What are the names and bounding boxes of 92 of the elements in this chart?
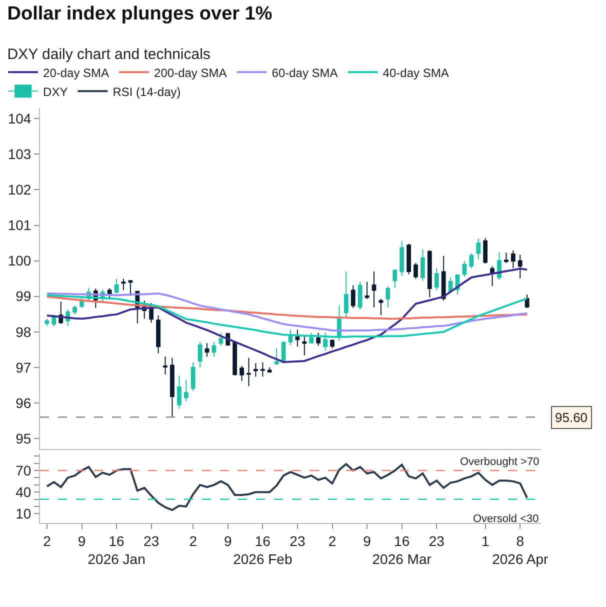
y-tick-label: 96 xyxy=(16,394,32,411)
candlestick xyxy=(260,362,265,378)
ref-line-label: Overbought >70 xyxy=(460,456,540,468)
candlestick xyxy=(240,365,244,382)
x-tick-label: 1 xyxy=(481,532,490,549)
candlestick xyxy=(72,305,77,315)
candlestick xyxy=(364,281,370,300)
candlestick xyxy=(163,356,168,376)
candlestick xyxy=(156,315,160,354)
candlestick xyxy=(434,268,439,291)
y-tick-label: 104 xyxy=(8,110,32,127)
x-tick-label: 8 2026 Apr xyxy=(492,532,548,567)
y-tick-label: 101 xyxy=(8,217,32,234)
candlestick xyxy=(44,318,50,326)
candlestick xyxy=(330,338,334,349)
candlestick xyxy=(441,255,446,302)
y-tick-label: 40 xyxy=(16,484,32,500)
candlestick xyxy=(190,362,196,392)
y-tick-label: 97 xyxy=(16,359,32,376)
candlestick xyxy=(295,329,300,347)
y-tick-label: 100 xyxy=(8,252,32,269)
y-tick-label: 102 xyxy=(8,182,32,198)
candlestick xyxy=(274,348,279,366)
y-tick-label: 99 xyxy=(16,288,32,304)
chart-subtitle: DXY daily chart and technicals xyxy=(7,46,210,63)
candlestick xyxy=(462,260,467,278)
x-tick-label: 23 xyxy=(144,532,160,549)
candlestick xyxy=(400,240,404,276)
candlestick xyxy=(128,279,133,296)
legend-label: 20-day SMA xyxy=(43,66,110,80)
y-tick-label: 95 xyxy=(16,430,32,446)
y-tick-label: 70 xyxy=(16,462,32,478)
x-tick-label: 9 xyxy=(78,532,86,549)
candlestick xyxy=(524,294,530,309)
candlestick xyxy=(246,357,251,387)
candlestick xyxy=(184,379,188,402)
candlestick xyxy=(302,334,307,356)
y-tick-label: 103 xyxy=(8,146,32,162)
candlestick xyxy=(80,297,84,309)
x-tick-label: 2 xyxy=(43,532,52,549)
candlestick xyxy=(316,332,321,346)
candlestick xyxy=(469,252,474,269)
candlestick xyxy=(218,332,224,346)
candlestick xyxy=(198,341,202,368)
ref-line-label: 95.60 xyxy=(555,410,588,425)
legend-label: 200-day SMA xyxy=(154,66,227,80)
candlestick xyxy=(414,262,418,280)
candlestick xyxy=(504,252,508,264)
candlestick xyxy=(170,357,174,418)
ref-line-label: Oversold <30 xyxy=(473,513,539,525)
candlestick xyxy=(406,243,411,275)
candlestick xyxy=(232,340,238,376)
legend-label: DXY xyxy=(43,84,68,99)
candlestick xyxy=(386,286,390,308)
line-series xyxy=(46,268,528,364)
candlestick xyxy=(176,375,182,410)
candlestick xyxy=(107,288,112,299)
candlestick xyxy=(476,238,481,260)
candlestick xyxy=(378,298,384,316)
x-tick-label: 2 xyxy=(328,532,336,549)
y-tick-label: 10 xyxy=(16,506,32,522)
legend-label: 40-day SMA xyxy=(382,66,449,80)
candlestick xyxy=(427,250,432,298)
chart-title: Dollar index plunges over 1% xyxy=(7,3,272,24)
x-tick-label: 2 xyxy=(189,532,198,549)
candlestick xyxy=(204,342,210,358)
x-tick-label: 9 xyxy=(224,532,232,549)
candlestick xyxy=(497,252,502,280)
candlestick xyxy=(267,366,272,374)
candlestick xyxy=(490,266,494,287)
candlestick xyxy=(114,278,119,294)
candlestick xyxy=(510,250,516,269)
candlestick xyxy=(483,238,488,264)
candlestick xyxy=(121,278,126,291)
line-series xyxy=(46,296,528,320)
candlestick xyxy=(350,284,356,309)
legend-label: 60-day SMA xyxy=(272,66,338,80)
x-tick-label: 16 2026 Jan xyxy=(88,532,146,567)
candlestick xyxy=(358,281,362,310)
x-tick-label: 23 xyxy=(290,532,306,549)
line-series xyxy=(46,292,528,332)
candlestick xyxy=(392,268,398,289)
y-tick-label: 98 xyxy=(16,324,32,340)
legend-label: RSI (14-day) xyxy=(112,84,181,99)
candlestick xyxy=(344,270,348,318)
candlestick xyxy=(372,270,376,308)
candlestick xyxy=(518,254,522,279)
x-tick-label: 23 xyxy=(428,532,445,549)
candlestick xyxy=(212,341,216,358)
candlestick xyxy=(420,248,425,282)
x-tick-label: 9 xyxy=(363,532,372,549)
candlestick xyxy=(254,362,258,378)
